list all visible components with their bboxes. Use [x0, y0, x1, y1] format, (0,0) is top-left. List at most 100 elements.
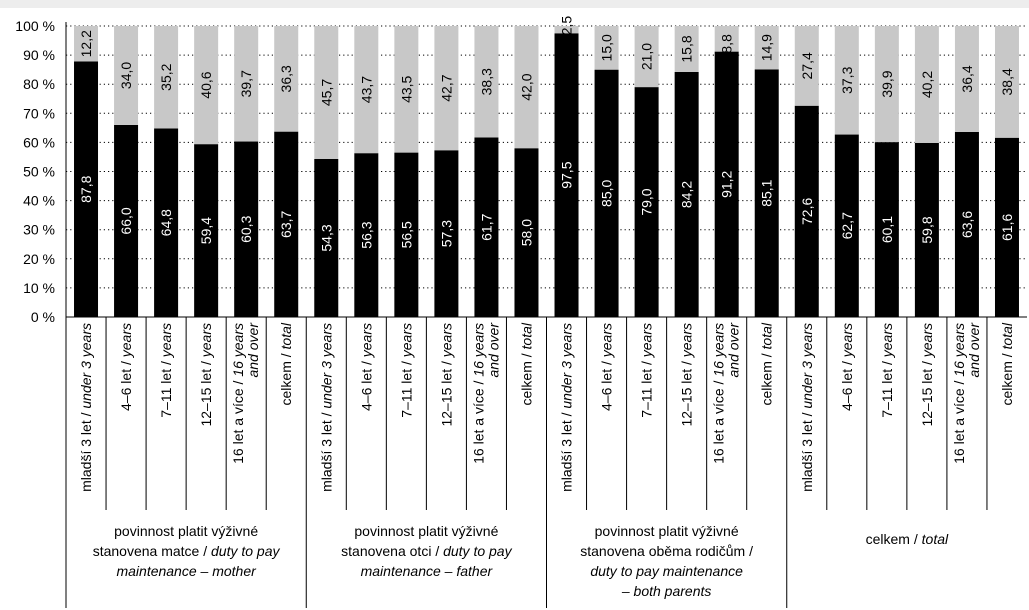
data-label: 45,7: [318, 79, 334, 106]
data-label: 12,2: [78, 30, 94, 57]
bar-segment-bottom: [434, 150, 459, 317]
bar-segment-top: [514, 26, 539, 149]
bar-segment-bottom: [594, 69, 619, 318]
bar-segment-bottom: [714, 51, 739, 317]
data-label: 54,3: [318, 224, 334, 251]
category-label: 4–6 let / years: [839, 323, 855, 411]
data-label: 39,7: [238, 70, 254, 97]
data-label: 66,0: [118, 207, 134, 234]
bar-segment-top: [194, 26, 219, 145]
data-label: 63,7: [278, 210, 294, 237]
data-label: 36,3: [278, 65, 294, 92]
bar-segment-top: [634, 26, 659, 88]
category-label: celkem / total: [759, 322, 775, 405]
bar-segment-bottom: [154, 128, 179, 317]
data-label: 72,6: [799, 198, 815, 225]
y-tick-label: 100 %: [15, 18, 55, 34]
data-label: 63,6: [959, 211, 975, 238]
category-label: celkem / total: [999, 322, 1015, 405]
category-label: and over: [245, 322, 261, 378]
data-label: 87,8: [78, 175, 94, 202]
data-label: 15,8: [679, 35, 695, 62]
data-label: 38,3: [478, 68, 494, 95]
data-label: 15,0: [599, 34, 615, 61]
category-label: celkem / total: [278, 322, 294, 405]
bar-segment-top: [914, 26, 939, 143]
data-label: 56,3: [358, 221, 374, 248]
bar-segment-bottom: [394, 152, 419, 317]
data-label: 42,7: [438, 74, 454, 101]
y-tick-label: 10 %: [23, 280, 55, 296]
data-label: 40,2: [919, 71, 935, 98]
group-label: povinnost platit výživné: [595, 523, 739, 539]
group-label: stanovena matce / duty to pay: [93, 543, 281, 559]
category-label: 7–11 let / years: [398, 323, 414, 418]
bar-segment-top: [794, 26, 819, 106]
category-label: 12–15 let / years: [679, 323, 695, 427]
group-label: – both parents: [621, 583, 712, 599]
bar-segment-top: [554, 26, 579, 34]
data-label: 2,5: [559, 16, 575, 36]
group-label: maintenance – mother: [116, 563, 257, 579]
bar-segment-bottom: [274, 131, 299, 317]
group-label: maintenance – father: [361, 563, 494, 579]
bar-segment-bottom: [834, 134, 859, 317]
bar-segment-top: [714, 26, 739, 52]
bar-segment-bottom: [234, 141, 259, 317]
bar-segment-bottom: [114, 124, 139, 317]
category-label: and over: [485, 322, 501, 378]
data-label: 40,6: [198, 71, 214, 98]
category-label: 4–6 let / years: [118, 323, 134, 411]
data-label: 58,0: [518, 219, 534, 246]
data-label: 61,6: [999, 214, 1015, 241]
bar-segment-top: [594, 26, 619, 70]
category-label: mladší 3 let / under 3 years: [799, 323, 815, 492]
data-label: 85,1: [759, 179, 775, 206]
category-label: 7–11 let / years: [639, 323, 655, 418]
bar-segment-top: [994, 26, 1019, 138]
data-label: 38,4: [999, 68, 1015, 95]
y-tick-label: 60 %: [23, 134, 55, 150]
data-label: 8,8: [719, 34, 735, 54]
category-label: 16 let a více / 16 years: [951, 323, 967, 464]
category-label: 7–11 let / years: [879, 323, 895, 418]
y-tick-label: 20 %: [23, 251, 55, 267]
data-label: 64,8: [158, 209, 174, 236]
data-label: 35,2: [158, 63, 174, 90]
bar-segment-bottom: [994, 137, 1019, 317]
data-label: 59,4: [198, 217, 214, 244]
bar-segment-bottom: [474, 137, 499, 317]
y-tick-label: 50 %: [23, 164, 55, 180]
data-label: 34,0: [118, 62, 134, 89]
data-label: 56,5: [398, 221, 414, 248]
data-label: 79,0: [639, 188, 655, 215]
bar-segment-bottom: [194, 144, 219, 317]
bar-segment-top: [674, 26, 699, 72]
bar-segment-bottom: [634, 87, 659, 317]
group-label: stanovena oběma rodičům /: [580, 543, 753, 559]
bar-segment-top: [754, 26, 779, 70]
data-label: 43,7: [358, 76, 374, 103]
category-label: 4–6 let / years: [599, 323, 615, 411]
data-label: 43,5: [398, 75, 414, 102]
bar-segment-top: [394, 26, 419, 153]
data-label: 60,1: [879, 216, 895, 243]
group-label: celkem / total: [866, 531, 949, 547]
y-tick-label: 70 %: [23, 105, 55, 121]
data-label: 14,9: [759, 34, 775, 61]
bar-segment-top: [74, 26, 99, 62]
category-label: 7–11 let / years: [158, 323, 174, 418]
bar-segment-top: [954, 26, 979, 132]
y-tick-label: 40 %: [23, 193, 55, 209]
category-label: 12–15 let / years: [919, 323, 935, 427]
bar-segment-top: [474, 26, 499, 138]
data-label: 85,0: [599, 179, 615, 206]
group-label: duty to pay maintenance: [590, 563, 743, 579]
y-tick-label: 30 %: [23, 222, 55, 238]
bar-segment-bottom: [674, 71, 699, 317]
bar-segment-top: [834, 26, 859, 135]
data-label: 27,4: [799, 52, 815, 79]
category-label: 16 let a více / 16 years: [711, 323, 727, 464]
bar-segment-bottom: [354, 153, 379, 317]
data-label: 91,2: [719, 170, 735, 197]
